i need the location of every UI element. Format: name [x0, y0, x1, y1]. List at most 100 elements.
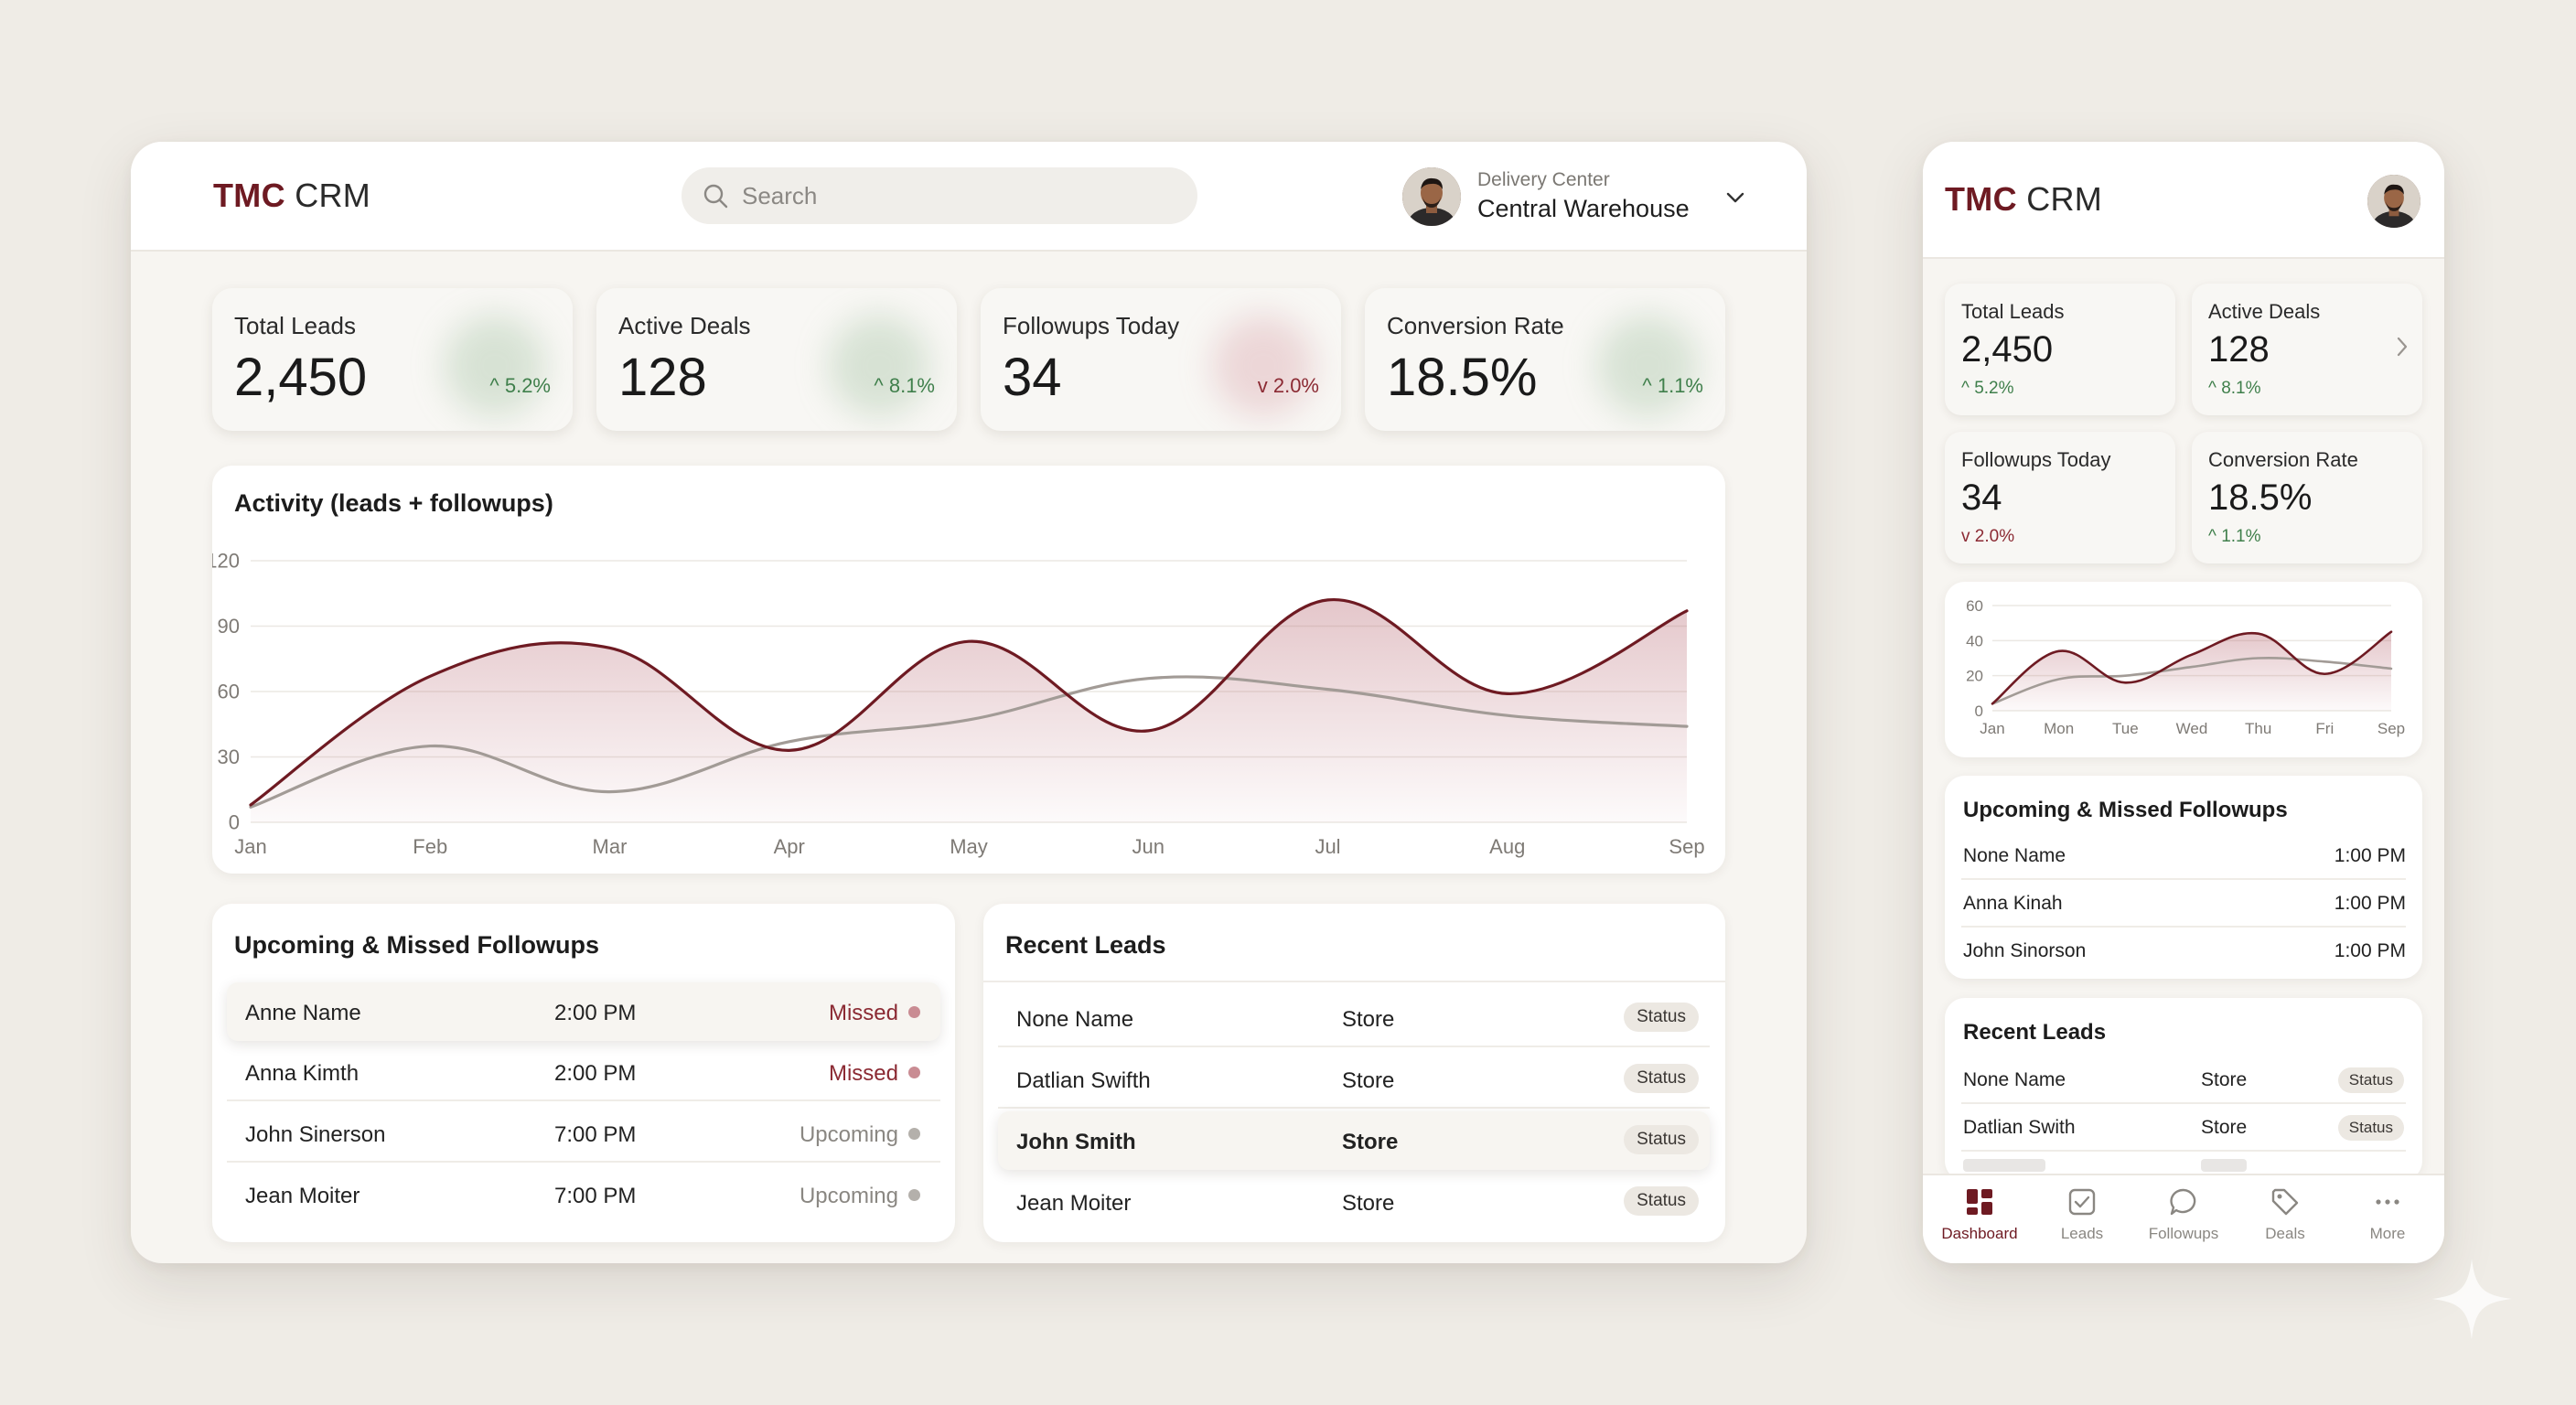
- tab-more[interactable]: More: [2336, 1186, 2439, 1260]
- followup-name: None Name: [1963, 845, 2066, 866]
- followup-row[interactable]: Anne Name 2:00 PM Missed: [227, 982, 940, 1041]
- status-dot: [908, 1189, 920, 1201]
- lead-name: Datlian Swifth: [1016, 1068, 1151, 1093]
- stat-title: Active Deals: [618, 312, 751, 339]
- status-badge: Status: [1624, 1003, 1699, 1032]
- stat-delta: v 2.0%: [1961, 527, 2015, 546]
- x-tick-label: Mon: [2044, 720, 2074, 737]
- app-logo[interactable]: TMC CRM: [1945, 180, 2103, 218]
- followup-status: Missed: [828, 1001, 898, 1025]
- stat-value: 2,450: [234, 348, 368, 407]
- x-tick-label: Mar: [593, 835, 628, 858]
- stat-title: Conversion Rate: [1387, 312, 1564, 339]
- stat-value: 34: [1961, 477, 2002, 518]
- followup-row[interactable]: Jean Moiter 7:00 PM Upcoming: [227, 1165, 940, 1224]
- lead-source: Store: [2201, 1117, 2248, 1138]
- x-tick-label: Sep: [2377, 720, 2405, 737]
- lead-name: Datlian Swith: [1963, 1117, 2076, 1138]
- search-input[interactable]: Search: [682, 167, 1197, 224]
- x-tick-label: Sep: [1669, 835, 1704, 858]
- recent-leads-title: Recent Leads: [1963, 1020, 2107, 1045]
- status-badge: Status: [1624, 1064, 1699, 1093]
- stat-value: 128: [2208, 329, 2270, 370]
- sparkle-icon: [2431, 1259, 2512, 1339]
- status-badge: Status: [1624, 1186, 1699, 1216]
- stat-card-total-leads[interactable]: Total Leads 2,450 ^ 5.2%: [212, 288, 573, 431]
- avatar[interactable]: [2367, 175, 2420, 228]
- followup-row[interactable]: None Name 1:00 PM: [1961, 832, 2406, 880]
- lead-row[interactable]: John Smith Store Status: [998, 1111, 1710, 1170]
- stat-title: Total Leads: [234, 312, 356, 339]
- chevron-down-icon[interactable]: [1724, 189, 1746, 206]
- lead-source: Store: [1342, 1007, 1395, 1032]
- x-tick-label: Aug: [1489, 835, 1525, 858]
- followup-row[interactable]: Anna Kimth 2:00 PM Missed: [227, 1043, 940, 1101]
- stat-value: 18.5%: [2208, 477, 2313, 518]
- app-logo[interactable]: TMC CRM: [213, 177, 371, 214]
- followup-row[interactable]: Anna Kinah 1:00 PM: [1961, 880, 2406, 928]
- y-tick-label: 90: [218, 615, 240, 638]
- arrow-up-icon: ^: [489, 374, 505, 397]
- lead-row[interactable]: Jean Moiter Store Status: [998, 1173, 1710, 1231]
- followup-name: John Sinorson: [1963, 940, 2087, 961]
- lead-source: Store: [2201, 1069, 2248, 1090]
- series-area: [1992, 631, 2391, 711]
- lead-row[interactable]: None Name Store Status: [998, 989, 1710, 1047]
- tab-dashboard[interactable]: Dashboard: [1928, 1186, 2031, 1260]
- stat-title: Followups Today: [1961, 448, 2111, 471]
- stat-card-followups-today[interactable]: Followups Today 34 v 2.0%: [1945, 432, 2175, 563]
- stat-card-conversion-rate[interactable]: Conversion Rate 18.5% ^ 1.1%: [1365, 288, 1725, 431]
- lead-name: John Smith: [1016, 1130, 1136, 1154]
- series-line-primary: [249, 598, 1689, 807]
- followup-row[interactable]: John Sinorson 1:00 PM: [1961, 928, 2406, 975]
- stat-title: Conversion Rate: [2208, 448, 2358, 471]
- lead-source: Store: [1342, 1130, 1399, 1154]
- series-line-secondary: [249, 675, 1689, 809]
- status-badge: Status: [2337, 1067, 2404, 1093]
- lead-row-partial[interactable]: [1961, 1153, 2406, 1181]
- stat-card-followups-today[interactable]: Followups Today 34 v 2.0%: [981, 288, 1341, 431]
- followup-time: 2:00 PM: [554, 1061, 637, 1086]
- location-label: Delivery Center: [1477, 169, 1610, 190]
- stat-card-active-deals[interactable]: Active Deals 128 ^ 8.1%: [2192, 284, 2422, 415]
- lead-row[interactable]: None Name Store Status: [1961, 1056, 2406, 1104]
- tab-leads[interactable]: Leads: [2031, 1186, 2133, 1260]
- activity-chart: 0 30 60 90 120 Jan Feb Mar Apr May Jun Jul Aug Sep: [212, 550, 1705, 858]
- x-tick-label: Feb: [413, 835, 447, 858]
- tab-deals[interactable]: Deals: [2234, 1186, 2336, 1260]
- status-dot: [908, 1128, 920, 1140]
- arrow-up-icon: ^: [2208, 379, 2222, 398]
- arrow-up-icon: ^: [1961, 379, 1975, 398]
- avatar[interactable]: [1402, 167, 1461, 226]
- search-placeholder: Search: [742, 181, 818, 209]
- followups-title: Upcoming & Missed Followups: [1963, 798, 2288, 822]
- followups-card: Upcoming & Missed Followups Anne Name 2:…: [212, 904, 955, 1242]
- mobile-recent-leads-card: Recent Leads None Name Store Status Datl…: [1945, 998, 2422, 1181]
- desktop-dashboard: TMC CRM Search Delivery Center: [131, 142, 1807, 1263]
- y-tick-label: 20: [1966, 668, 1983, 685]
- more-dots-icon: [2376, 1199, 2399, 1205]
- lead-row[interactable]: Datlian Swith Store Status: [1961, 1104, 2406, 1152]
- location-switcher[interactable]: Delivery Center Central Warehouse: [1402, 166, 1744, 228]
- tab-followups[interactable]: Followups: [2132, 1186, 2235, 1260]
- series-area: [251, 599, 1687, 822]
- person-icon: [1402, 167, 1461, 226]
- stat-card-conversion-rate[interactable]: Conversion Rate 18.5% ^ 1.1%: [2192, 432, 2422, 563]
- followup-name: Jean Moiter: [245, 1184, 360, 1208]
- arrow-down-icon: v: [1257, 374, 1273, 397]
- arrow-up-icon: ^: [1642, 374, 1658, 397]
- y-tick-label: 120: [212, 550, 240, 573]
- partial-text: [1963, 1159, 2045, 1172]
- chevron-right-icon[interactable]: [2395, 335, 2410, 359]
- stat-card-active-deals[interactable]: Active Deals 128 ^ 8.1%: [596, 288, 957, 431]
- lead-row[interactable]: Datlian Swifth Store Status: [998, 1050, 1710, 1109]
- stat-card-total-leads[interactable]: Total Leads 2,450 ^ 5.2%: [1945, 284, 2175, 415]
- lead-source: Store: [1342, 1068, 1395, 1093]
- followup-time: 1:00 PM: [2334, 940, 2406, 961]
- lead-name: None Name: [1016, 1007, 1134, 1032]
- mobile-activity-chart: 0 20 40 60 Jan Mon Tue Wed Thu Fri Sep: [1966, 597, 2405, 737]
- followup-row[interactable]: John Sinerson 7:00 PM Upcoming: [227, 1104, 940, 1163]
- stat-value: 2,450: [1961, 329, 2054, 370]
- x-tick-label: Thu: [2245, 720, 2271, 737]
- recent-leads-title: Recent Leads: [1005, 931, 1166, 959]
